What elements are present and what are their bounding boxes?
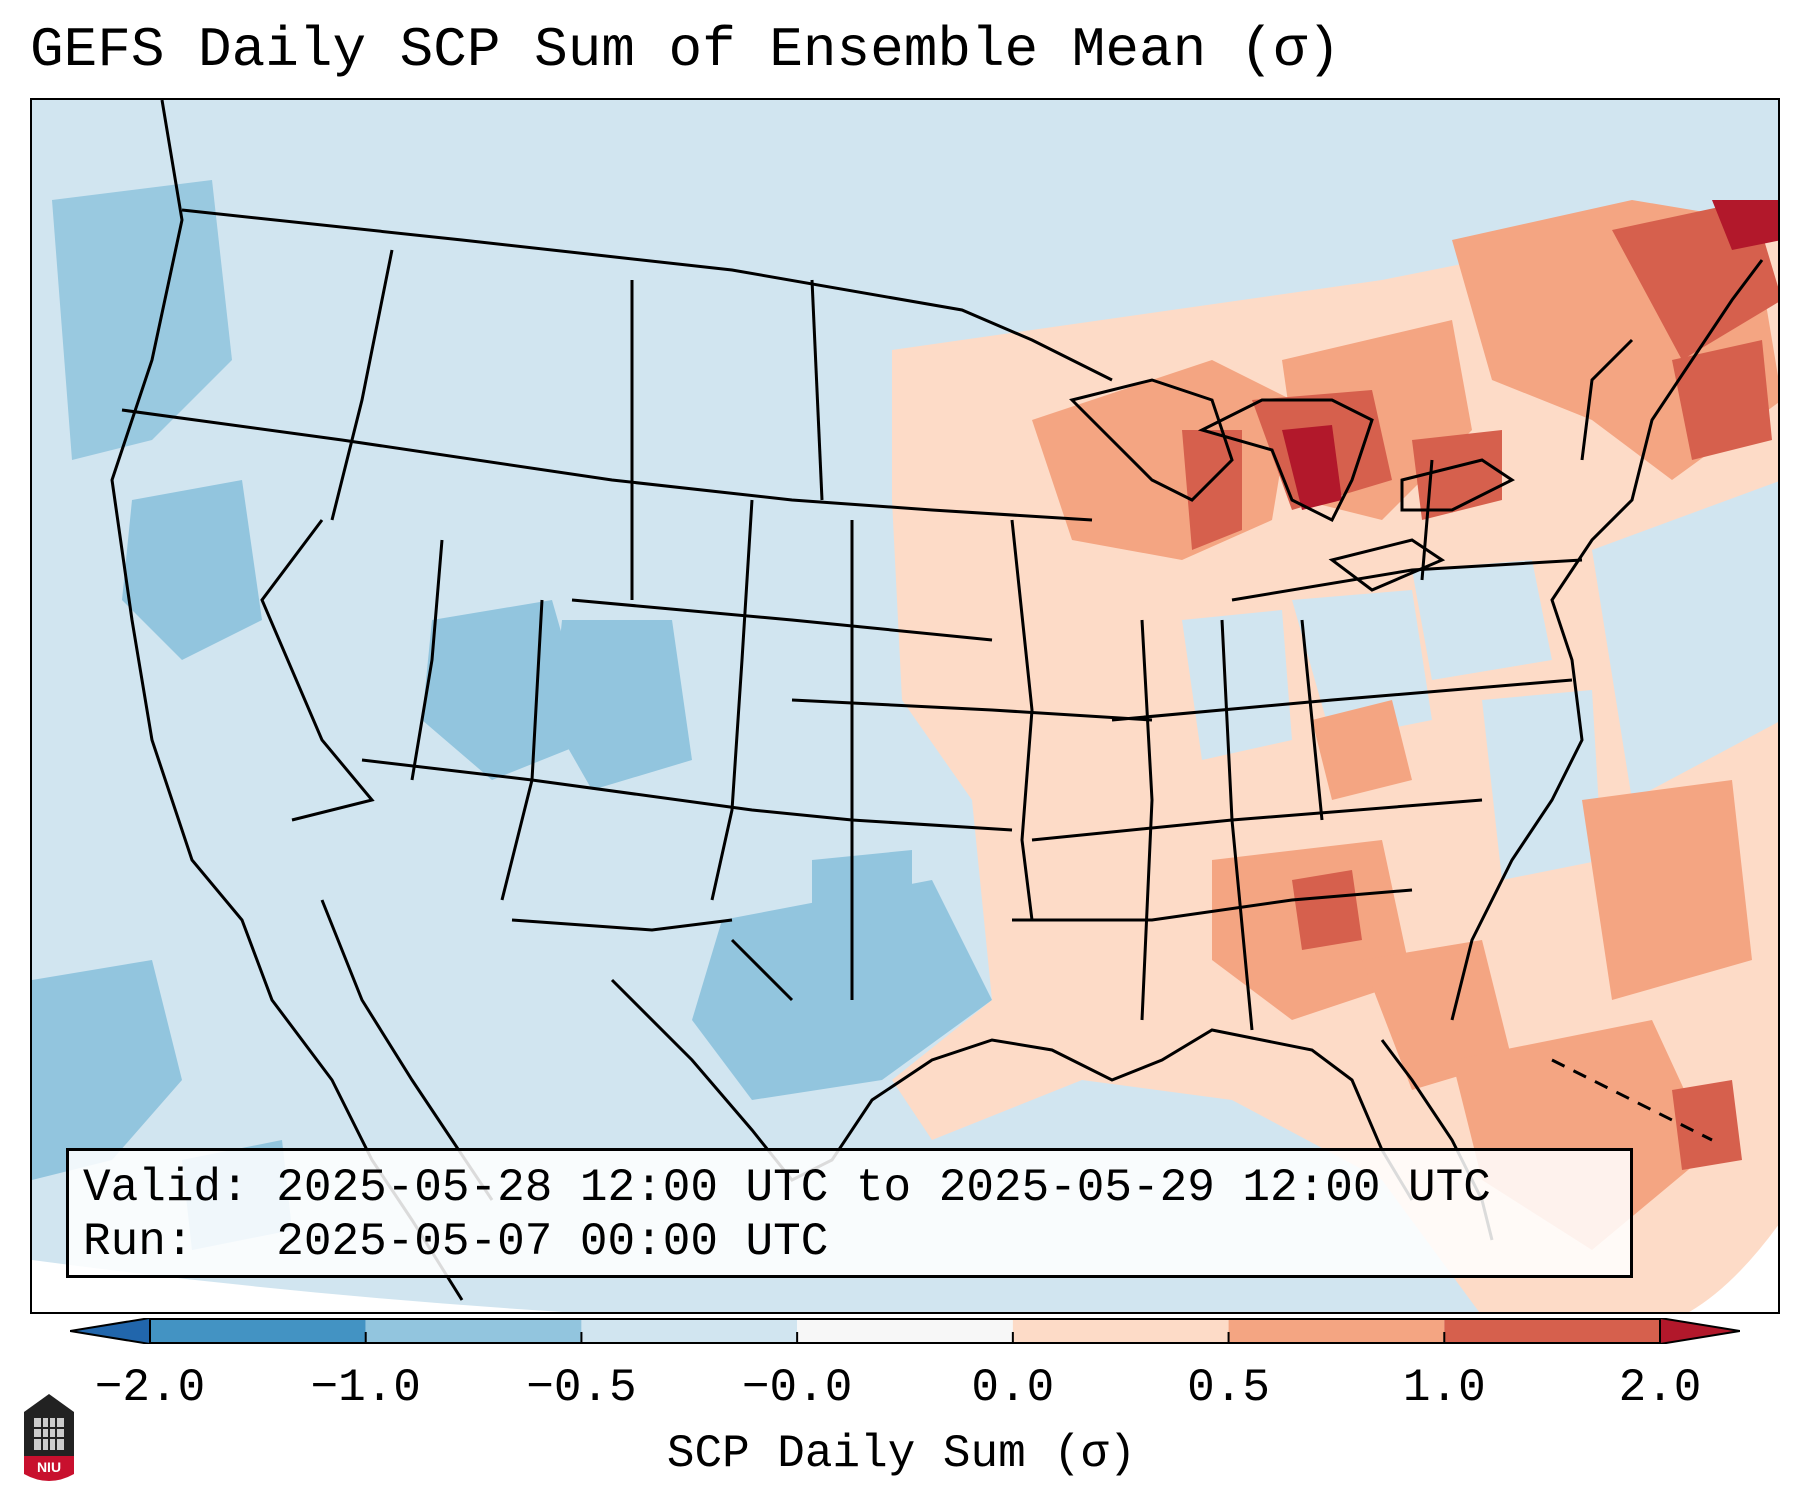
colorbar-bin	[797, 1318, 1013, 1344]
map-canvas	[32, 100, 1778, 1312]
colorbar-bins	[149, 1318, 1661, 1344]
valid-run-info-box: Valid: 2025-05-28 12:00 UTC to 2025-05-2…	[66, 1148, 1633, 1278]
colorbar-bin	[581, 1318, 798, 1344]
colorbar-tick-label: −2.0	[94, 1362, 206, 1414]
colorbar-tick-label: −0.0	[741, 1362, 853, 1414]
colorbar-label: SCP Daily Sum (σ)	[666, 1428, 1137, 1480]
colorbar-bin	[1444, 1318, 1660, 1344]
colorbar-under-arrow	[70, 1318, 151, 1344]
colorbar	[70, 1318, 1740, 1344]
valid-value: 2025-05-28 12:00 UTC to 2025-05-29 12:00…	[276, 1162, 1491, 1214]
colorbar-tick-label: 0.0	[971, 1362, 1055, 1414]
colorbar-tick-label: −1.0	[310, 1362, 421, 1414]
colorbar-bin	[150, 1318, 366, 1344]
colorbar-tick-label: 2.0	[1618, 1362, 1702, 1414]
colorbar-tick-label: 0.5	[1187, 1362, 1270, 1414]
colorbar-bin	[1228, 1318, 1445, 1344]
colorbar-tick-label: 1.0	[1402, 1362, 1486, 1414]
run-label: Run:	[83, 1216, 194, 1268]
colorbar-bin	[365, 1318, 582, 1344]
niu-logo-icon: NIU	[24, 1394, 74, 1481]
colorbar-ticks	[149, 1332, 1661, 1344]
valid-label: Valid:	[83, 1162, 249, 1214]
niu-logo-text: NIU	[37, 1459, 61, 1475]
colorbar-tick-label: −0.5	[526, 1362, 637, 1414]
coastlines-and-borders	[110, 100, 1764, 1301]
colorbar-over-arrow	[1659, 1318, 1740, 1344]
map-panel[interactable]	[30, 98, 1780, 1314]
map-title: GEFS Daily SCP Sum of Ensemble Mean (σ)	[30, 18, 1341, 82]
run-value: 2025-05-07 00:00 UTC	[276, 1216, 829, 1268]
colorbar-bin	[1012, 1318, 1229, 1344]
